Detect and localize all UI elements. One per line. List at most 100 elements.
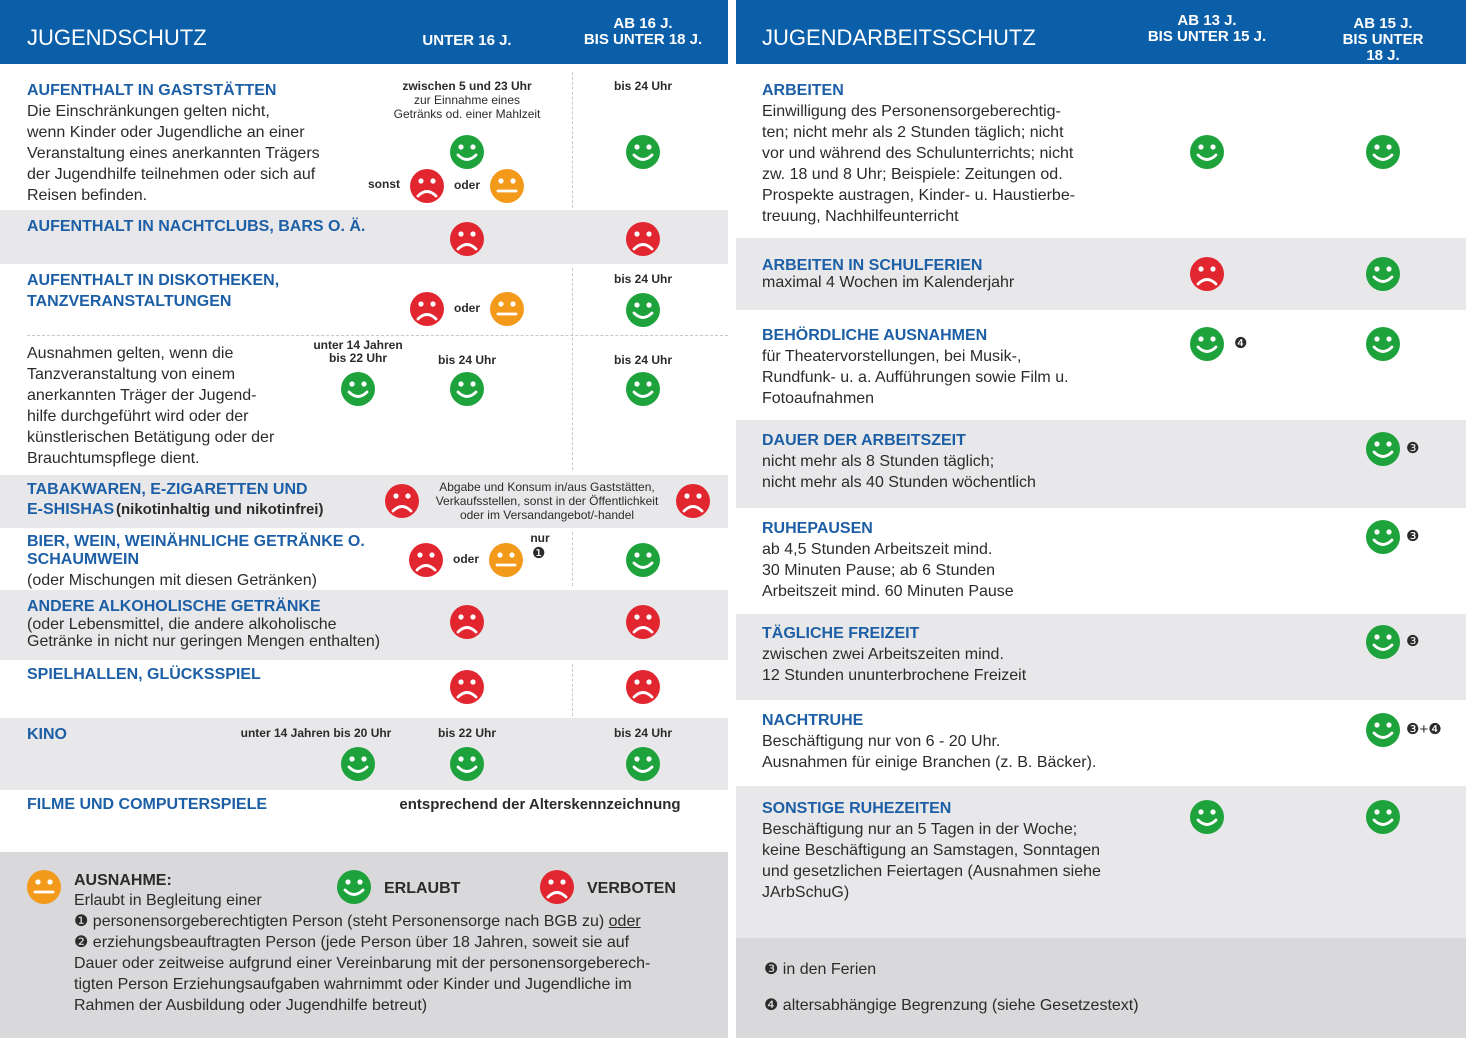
face-allowed <box>1365 431 1401 467</box>
footnote: ❸ in den Ferien <box>764 961 877 978</box>
column-header: UNTER 16 J. <box>422 32 512 49</box>
row-title: NACHTRUHE <box>762 712 864 729</box>
header-band <box>0 0 728 64</box>
row-text: zwischen zwei Arbeitszeiten mind. 12 Stu… <box>762 646 1027 684</box>
face-exception <box>488 542 524 578</box>
face-allowed <box>1365 134 1401 170</box>
condition: nur <box>530 531 550 545</box>
face-forbidden <box>539 869 575 905</box>
condition: bis 24 Uhr <box>613 272 673 286</box>
row-text: ab 4,5 Stunden Arbeitszeit mind. 30 Minu… <box>762 541 1014 600</box>
footnote: ❹ altersabhängige Begrenzung (siehe Gese… <box>764 997 1139 1014</box>
divider <box>572 664 573 716</box>
face-allowed <box>1189 799 1225 835</box>
legend-text: Erlaubt in Begleitung einer <box>74 892 262 909</box>
row-title: DAUER DER ARBEITSZEIT <box>762 432 966 449</box>
row-text: Die Einschränkungen gelten nicht, wenn K… <box>27 103 320 204</box>
header-band <box>736 0 1466 64</box>
face-allowed <box>340 746 376 782</box>
condition-note: Abgabe und Konsum in/aus Gaststätten, Ve… <box>435 480 659 522</box>
row-bg <box>0 475 728 528</box>
row-title: AUFENTHALT IN GASTSTÄTTEN <box>27 82 277 99</box>
face-forbidden <box>384 483 420 519</box>
row-text: für Theatervorstellungen, bei Musik-, Ru… <box>762 348 1069 407</box>
header-title: JUGENDARBEITSSCHUTZ <box>762 25 1036 50</box>
row-title: ARBEITEN <box>762 82 844 99</box>
column-header: AB 16 J. BIS UNTER 18 J. <box>583 15 703 48</box>
condition: bis 24 Uhr <box>613 79 673 93</box>
face-allowed <box>625 371 661 407</box>
face-exception <box>489 168 525 204</box>
condition: oder <box>452 552 480 566</box>
row-title-note: (nikotinhaltig und nikotinfrei) <box>116 501 324 518</box>
divider <box>572 268 573 470</box>
legend-line: ❶ personensorgeberechtigten Person (steh… <box>74 911 641 932</box>
face-exception <box>26 869 62 905</box>
condition: zwischen 5 und 23 Uhr <box>402 79 532 93</box>
row-text: Beschäftigung nur von 6 - 20 Uhr. Ausnah… <box>762 733 1097 771</box>
footnote-marker: ❹ <box>1234 335 1248 352</box>
face-forbidden <box>675 483 711 519</box>
face-allowed <box>1365 256 1401 292</box>
row-text: (oder Lebensmittel, die andere alkoholis… <box>27 616 381 650</box>
row-text: maximal 4 Wochen im Kalenderjahr <box>762 274 1015 291</box>
face-allowed <box>625 746 661 782</box>
column-header: AB 13 J. BIS UNTER 15 J. <box>1147 12 1267 45</box>
legend-label: VERBOTEN <box>587 880 676 897</box>
row-text: Beschäftigung nur an 5 Tagen in der Woch… <box>762 821 1101 901</box>
legend-text: ❶ personensorgeberechtigten Person (steh… <box>74 913 609 930</box>
legend-text: ❷ erziehungsbeauftragten Person (jede Pe… <box>74 934 651 1014</box>
condition: bis 24 Uhr <box>613 726 673 740</box>
row-title: ARBEITEN IN SCHULFERIEN <box>762 257 983 274</box>
condition: oder <box>453 178 481 192</box>
header-title: JUGENDSCHUTZ <box>27 25 207 50</box>
condition: bis 22 Uhr <box>437 726 497 740</box>
row-bg <box>736 786 1466 938</box>
face-allowed <box>1365 519 1401 555</box>
face-forbidden <box>449 669 485 705</box>
face-allowed <box>625 292 661 328</box>
column-header: AB 15 J. BIS UNTER 18 J. <box>1342 15 1424 64</box>
legend-text: oder <box>608 913 641 930</box>
row-title: AUFENTHALT IN NACHTCLUBS, BARS O. Ä. <box>27 218 366 235</box>
divider <box>27 335 728 336</box>
row-bg <box>0 210 728 264</box>
condition: sonst <box>367 177 401 191</box>
face-allowed <box>340 371 376 407</box>
face-allowed <box>1365 326 1401 362</box>
face-forbidden <box>625 669 661 705</box>
face-allowed <box>625 134 661 170</box>
row-title: BEHÖRDLICHE AUSNAHMEN <box>762 327 988 344</box>
legend-title: AUSNAHME: <box>74 872 172 889</box>
face-allowed <box>625 542 661 578</box>
row-text: nicht mehr als 8 Stunden täglich; nicht … <box>762 453 1036 491</box>
footnote-marker: ❶ <box>532 545 546 562</box>
footnote-bg <box>736 938 1466 1038</box>
face-forbidden <box>408 542 444 578</box>
face-allowed <box>336 869 372 905</box>
face-allowed <box>449 371 485 407</box>
face-allowed <box>1365 712 1401 748</box>
legend-label: ERLAUBT <box>384 880 461 897</box>
divider <box>572 72 573 208</box>
face-allowed <box>449 134 485 170</box>
footnote-marker: ❸ <box>1406 633 1420 650</box>
face-forbidden <box>449 221 485 257</box>
condition: oder <box>453 301 481 315</box>
condition: entsprechend der Alterskennzeichnung <box>399 796 681 813</box>
row-title: SONSTIGE RUHEZEITEN <box>762 800 952 817</box>
row-title: TABAKWAREN, E-ZIGARETTEN UND E-SHISHAS <box>27 481 308 518</box>
row-title: SPIELHALLEN, GLÜCKSSPIEL <box>27 666 261 683</box>
face-forbidden <box>625 604 661 640</box>
row-text: Einwilligung des Personensorgeberechtig-… <box>762 103 1076 225</box>
row-bg <box>736 614 1466 700</box>
face-forbidden <box>409 168 445 204</box>
face-forbidden <box>1189 256 1225 292</box>
condition: unter 14 Jahren bis 20 Uhr <box>240 726 392 740</box>
face-forbidden <box>449 604 485 640</box>
face-exception <box>489 291 525 327</box>
condition: bis 24 Uhr <box>437 353 497 367</box>
row-title: RUHEPAUSEN <box>762 520 873 537</box>
row-text: Ausnahmen gelten, wenn die Tanzveranstal… <box>27 345 275 467</box>
